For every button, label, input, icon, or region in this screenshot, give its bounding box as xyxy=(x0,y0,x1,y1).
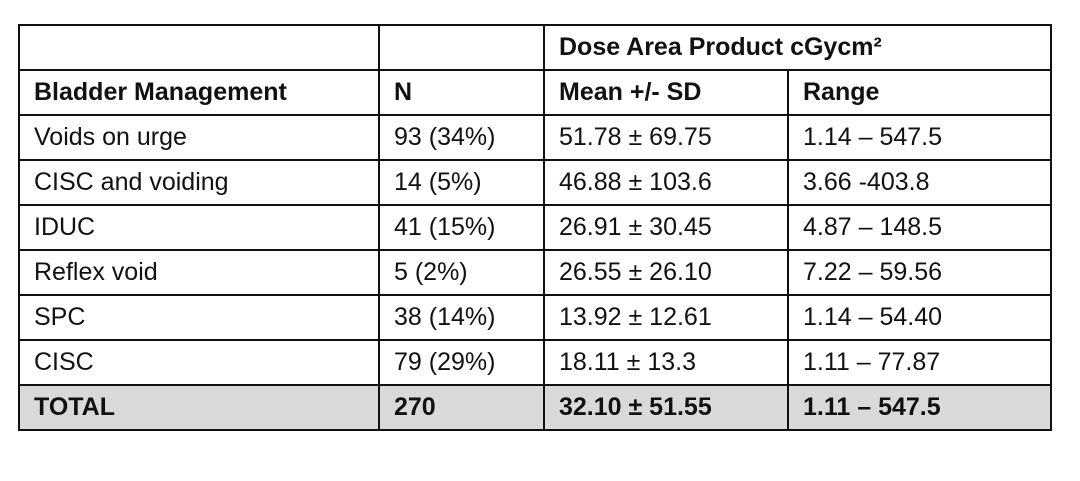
table-cell: 1.14 – 547.5 xyxy=(786,114,1053,161)
table-row: Voids on urge 93 (34%) 51.78 ± 69.75 1.14 –… xyxy=(18,114,1053,161)
total-cell: TOTAL xyxy=(18,384,380,431)
table-body: Dose Area Product cGycm² Bladder Managem… xyxy=(18,24,1053,431)
table-row: Reflex void 5 (2%) 26.55 ± 26.10 7.22 – 59.… xyxy=(18,249,1053,296)
table-cell: Reflex void xyxy=(18,249,380,296)
table-cell: 38 (14%) xyxy=(378,294,545,341)
column-header: Bladder Management xyxy=(18,69,380,116)
table-row: CISC 79 (29%) 18.11 ± 13.3 1.11 – 77.87 xyxy=(18,339,1053,386)
table-cell: CISC and voiding xyxy=(18,159,380,206)
table-cell: 13.92 ± 12.61 xyxy=(543,294,789,341)
table-cell: 26.55 ± 26.10 xyxy=(543,249,789,296)
column-header: N xyxy=(378,69,545,116)
total-cell: 270 xyxy=(378,384,545,431)
table-cell: 1.14 – 54.40 xyxy=(786,294,1053,341)
table-cell: 51.78 ± 69.75 xyxy=(543,114,789,161)
table-row: SPC 38 (14%) 13.92 ± 12.61 1.14 – 54.40 xyxy=(18,294,1053,341)
empty-cell xyxy=(18,24,380,71)
table-cell: SPC xyxy=(18,294,380,341)
table-cell: 26.91 ± 30.45 xyxy=(543,204,789,251)
group-header-row: Dose Area Product cGycm² xyxy=(18,24,1053,71)
table-cell: 14 (5%) xyxy=(378,159,545,206)
table-cell: 93 (34%) xyxy=(378,114,545,161)
table-row: IDUC 41 (15%) 26.91 ± 30.45 4.87 – 148.5 xyxy=(18,204,1053,251)
table-cell: Voids on urge xyxy=(18,114,380,161)
table-cell: 5 (2%) xyxy=(378,249,545,296)
column-header: Mean +/- SD xyxy=(543,69,789,116)
column-header: Range xyxy=(786,69,1053,116)
group-header: Dose Area Product cGycm² xyxy=(542,24,1053,71)
table-cell: 3.66 -403.8 xyxy=(786,159,1053,206)
table-cell: 79 (29%) xyxy=(378,339,545,386)
table-cell: CISC xyxy=(18,339,380,386)
empty-cell xyxy=(378,24,545,71)
total-cell: 1.11 – 547.5 xyxy=(786,384,1053,431)
table-cell: 4.87 – 148.5 xyxy=(786,204,1053,251)
table-cell: 41 (15%) xyxy=(378,204,545,251)
table-cell: 18.11 ± 13.3 xyxy=(543,339,789,386)
data-table: Dose Area Product cGycm² Bladder Managem… xyxy=(18,24,1053,431)
column-header-row: Bladder Management N Mean +/- SD Range xyxy=(18,69,1053,116)
table-cell: 1.11 – 77.87 xyxy=(786,339,1053,386)
table-cell: 46.88 ± 103.6 xyxy=(543,159,789,206)
table-row: CISC and voiding 14 (5%) 46.88 ± 103.6 3.66… xyxy=(18,159,1053,206)
table-cell: IDUC xyxy=(18,204,380,251)
total-cell: 32.10 ± 51.55 xyxy=(543,384,789,431)
total-row: TOTAL 270 32.10 ± 51.55 1.11 – 547.5 xyxy=(18,384,1053,431)
table-cell: 7.22 – 59.56 xyxy=(786,249,1053,296)
